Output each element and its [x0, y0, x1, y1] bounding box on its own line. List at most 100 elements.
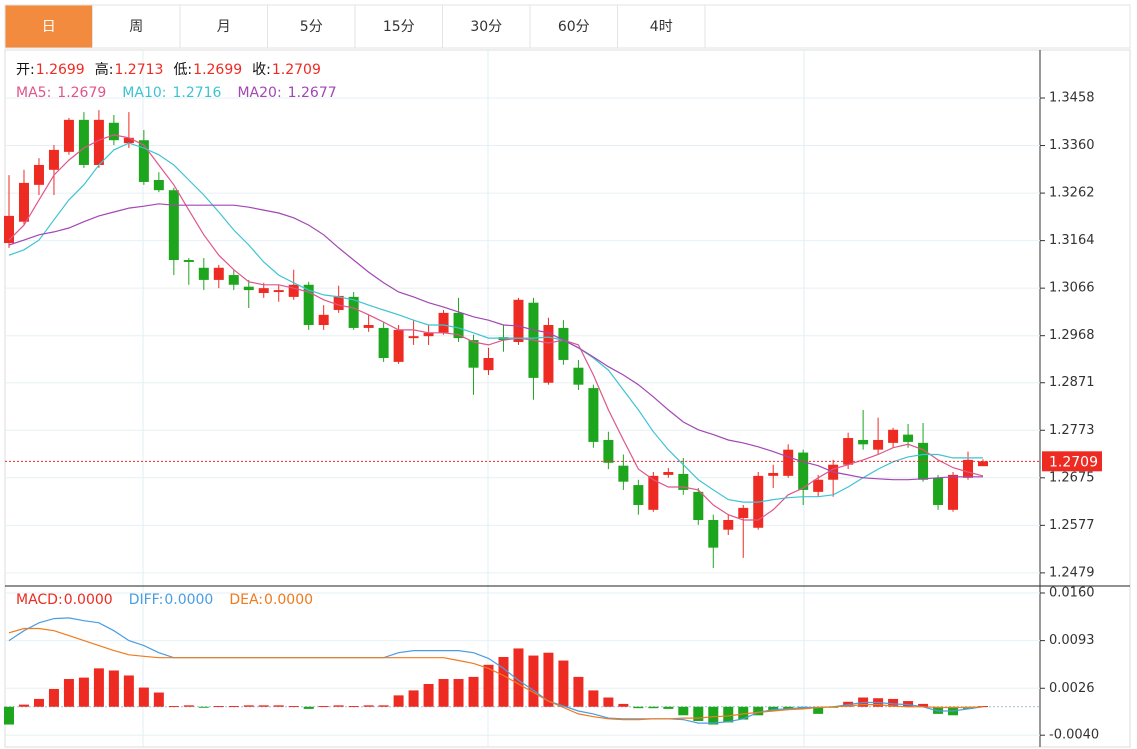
macd-bar	[483, 664, 494, 707]
candle-body	[858, 439, 869, 445]
legend-value: 1.2677	[288, 85, 337, 101]
macd-bar	[783, 706, 794, 710]
y-tick-label: 1.3066	[1049, 281, 1095, 296]
legend-value: 1.2716	[172, 85, 221, 101]
macd-bar	[213, 706, 224, 708]
macd-bar	[273, 705, 284, 707]
macd-bar	[663, 706, 674, 709]
candle-body	[798, 452, 809, 490]
macd-bar	[258, 705, 269, 707]
tab[interactable]: 60分	[529, 4, 618, 49]
macd-bar	[588, 690, 599, 707]
candle-body	[708, 520, 719, 548]
macd-bar	[168, 706, 179, 708]
macd-bar	[753, 706, 764, 716]
tab[interactable]: 月	[179, 4, 268, 49]
legend-name: MA10:	[122, 85, 166, 101]
macd-bar	[438, 679, 449, 707]
macd-bar	[228, 706, 239, 708]
legend-name: DIFF:	[129, 592, 164, 608]
macd-bar	[243, 705, 254, 707]
macd-bar	[303, 706, 314, 709]
legend-name: MACD:	[16, 592, 63, 608]
candle-body	[408, 336, 419, 339]
macd-bar	[378, 705, 389, 707]
macd-bar	[528, 655, 539, 707]
tab-label: 60分	[558, 19, 590, 35]
ohlc-value: 1.2709	[272, 62, 321, 78]
macd-bar	[153, 692, 164, 707]
candle-body	[693, 491, 704, 521]
candle-body	[618, 465, 629, 482]
tab[interactable]: 日	[4, 4, 93, 49]
tab-bg	[354, 4, 443, 49]
candle-body	[978, 461, 988, 467]
y-tick-label: 1.2871	[1049, 375, 1095, 390]
macd-bar	[468, 676, 479, 707]
macd-bar	[63, 679, 74, 707]
candle-body	[303, 284, 314, 326]
macd-bar	[48, 688, 59, 707]
candle-body	[123, 137, 134, 144]
candle-body	[288, 284, 299, 297]
candle-body	[453, 312, 464, 339]
tab[interactable]: 5分	[267, 4, 356, 49]
tab[interactable]: 15分	[354, 4, 443, 49]
tab[interactable]: 30分	[442, 4, 531, 49]
macd-bar	[333, 705, 344, 707]
macd-bar	[648, 706, 659, 709]
y-tick-label: 1.3458	[1049, 91, 1095, 106]
tab[interactable]: 周	[92, 4, 181, 49]
macd-bar	[633, 706, 644, 709]
candle-body	[63, 119, 74, 152]
candle-body	[483, 358, 494, 371]
candle-body	[723, 520, 734, 530]
candle-body	[33, 164, 44, 185]
macd-bar	[603, 697, 614, 707]
candle-body	[948, 474, 959, 510]
legend-value: 1.2679	[57, 85, 106, 101]
macd-bar	[453, 679, 464, 707]
macd-bar	[18, 704, 29, 707]
y-tick-label: 1.3262	[1049, 186, 1095, 201]
tab[interactable]: 4时	[617, 4, 706, 49]
candle-body	[873, 439, 884, 450]
candle-body	[4, 215, 14, 244]
candle-body	[903, 434, 914, 442]
ohlc-label: 低:	[173, 62, 192, 78]
macd-bar	[888, 698, 899, 707]
y-tick-label: -0.0040	[1049, 728, 1099, 743]
legend-value: 0.0000	[64, 592, 113, 608]
macd-bar	[708, 706, 719, 725]
candle-body	[258, 288, 269, 294]
macd-bar	[318, 706, 329, 708]
candle-body	[198, 267, 209, 280]
ohlc-value: 1.2699	[36, 62, 85, 78]
macd-bar	[363, 705, 374, 707]
candle-body	[468, 340, 479, 368]
macd-bar	[918, 703, 929, 707]
legend-name: MA20:	[237, 85, 281, 101]
candle-body	[393, 329, 404, 362]
macd-bar	[288, 706, 299, 708]
ohlc-label: 高:	[95, 61, 114, 78]
macd-bar	[183, 705, 194, 707]
macd-bar	[813, 706, 824, 714]
macd-bar	[348, 706, 359, 708]
candle-body	[318, 314, 329, 326]
candle-body	[363, 325, 374, 328]
candle-body	[168, 190, 179, 261]
candle-body	[648, 475, 659, 510]
candle-body	[213, 267, 224, 280]
macd-bar	[408, 690, 419, 707]
ohlc-label: 收:	[252, 62, 271, 78]
candle-body	[843, 438, 854, 465]
tab-label: 5分	[300, 19, 323, 35]
candle-body	[273, 290, 284, 293]
candle-body	[228, 275, 239, 285]
candle-body	[813, 479, 824, 492]
candle-body	[558, 327, 569, 360]
tab-label: 4时	[650, 19, 673, 35]
macd-bar	[678, 706, 689, 716]
